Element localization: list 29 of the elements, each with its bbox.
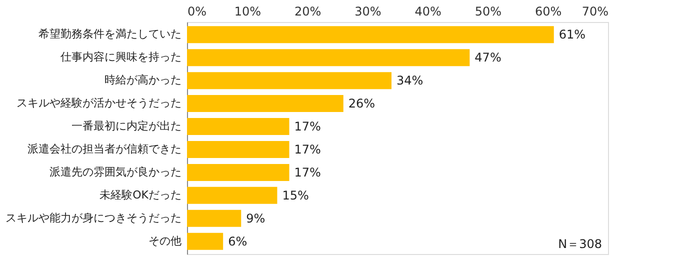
x-tick-label: 60%	[535, 4, 562, 18]
y-tick-label: 希望勤務条件を満たしていた	[38, 28, 182, 41]
y-tick-label: 未経験OKだった	[100, 188, 182, 202]
y-tick-label: その他	[148, 234, 182, 248]
y-tick-label: 時給が高かった	[104, 74, 182, 87]
x-tick-label: 30%	[354, 4, 382, 18]
x-tick-label: 0%	[188, 4, 207, 18]
data-label: 6%	[228, 234, 248, 248]
x-tick-label: 10%	[234, 4, 261, 18]
data-label: 17%	[294, 165, 321, 180]
y-tick-label: 一番最初に内定が出た	[72, 120, 182, 133]
y-tick-label: 派遣会社の担当者が信頼できた	[28, 142, 182, 156]
x-tick-label: 70%	[582, 4, 608, 18]
x-tick-label: 40%	[414, 4, 442, 18]
x-tick-label: 50%	[474, 4, 502, 18]
data-label: 15%	[282, 188, 309, 202]
data-label: 17%	[294, 120, 321, 134]
x-tick-label: 20%	[294, 4, 322, 18]
data-label: 26%	[348, 96, 376, 111]
y-tick-label: 派遣先の雰囲気が良かった	[50, 165, 182, 178]
annotation: N＝308	[558, 237, 602, 251]
y-tick-label: スキルや能力が身につきそうだった	[6, 211, 182, 224]
data-label: 61%	[558, 28, 586, 42]
y-tick-label: 仕事内容に興味を持った	[60, 50, 182, 64]
y-tick-label: スキルや経験が活かせそうだった	[16, 96, 182, 110]
data-label: 17%	[294, 142, 321, 156]
data-label: 47%	[474, 50, 502, 65]
data-label: 9%	[246, 211, 266, 226]
data-label: 34%	[396, 74, 424, 88]
